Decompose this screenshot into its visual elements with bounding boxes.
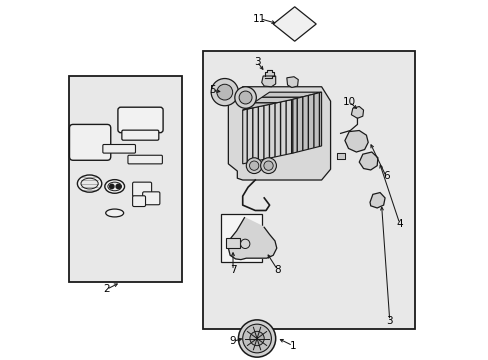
- Polygon shape: [344, 131, 367, 152]
- Circle shape: [211, 78, 238, 106]
- Circle shape: [234, 87, 256, 108]
- Text: 10: 10: [342, 97, 355, 107]
- Text: 9: 9: [229, 336, 236, 346]
- Text: 3: 3: [253, 57, 260, 67]
- Bar: [69, 76, 182, 282]
- FancyBboxPatch shape: [128, 155, 162, 164]
- Polygon shape: [264, 69, 273, 78]
- Polygon shape: [351, 107, 363, 118]
- Text: 6: 6: [382, 171, 388, 181]
- Circle shape: [238, 320, 275, 357]
- Bar: [225, 238, 240, 248]
- Polygon shape: [369, 193, 384, 208]
- Circle shape: [260, 158, 276, 174]
- Polygon shape: [336, 153, 344, 159]
- Circle shape: [217, 84, 232, 100]
- Text: 1: 1: [289, 341, 296, 351]
- Polygon shape: [286, 77, 298, 87]
- Ellipse shape: [77, 175, 102, 192]
- Circle shape: [249, 161, 258, 170]
- Polygon shape: [242, 99, 292, 164]
- Ellipse shape: [105, 209, 123, 217]
- Text: 2: 2: [103, 284, 109, 294]
- Polygon shape: [228, 218, 276, 260]
- Text: 4: 4: [396, 219, 402, 229]
- FancyBboxPatch shape: [102, 144, 135, 153]
- FancyBboxPatch shape: [122, 130, 159, 140]
- Circle shape: [116, 184, 120, 189]
- FancyBboxPatch shape: [142, 192, 160, 205]
- Ellipse shape: [81, 178, 98, 189]
- Polygon shape: [242, 92, 321, 110]
- Circle shape: [240, 239, 249, 248]
- Polygon shape: [273, 7, 316, 41]
- Ellipse shape: [108, 182, 121, 191]
- Text: 8: 8: [274, 265, 280, 275]
- Polygon shape: [261, 76, 275, 87]
- Text: 11: 11: [253, 14, 266, 24]
- Bar: [203, 51, 414, 329]
- Circle shape: [249, 331, 264, 346]
- Bar: [221, 214, 262, 262]
- Polygon shape: [228, 87, 330, 180]
- Circle shape: [109, 184, 114, 189]
- Polygon shape: [359, 152, 377, 170]
- Polygon shape: [292, 92, 321, 153]
- Text: 3: 3: [386, 316, 392, 325]
- FancyBboxPatch shape: [132, 196, 145, 207]
- Circle shape: [239, 91, 251, 104]
- FancyBboxPatch shape: [118, 107, 163, 133]
- Text: 7: 7: [229, 265, 236, 275]
- FancyBboxPatch shape: [132, 182, 151, 197]
- FancyBboxPatch shape: [69, 125, 110, 160]
- Text: 5: 5: [208, 85, 215, 95]
- Circle shape: [242, 324, 271, 353]
- Ellipse shape: [104, 180, 124, 193]
- Circle shape: [264, 161, 273, 170]
- Circle shape: [246, 158, 262, 174]
